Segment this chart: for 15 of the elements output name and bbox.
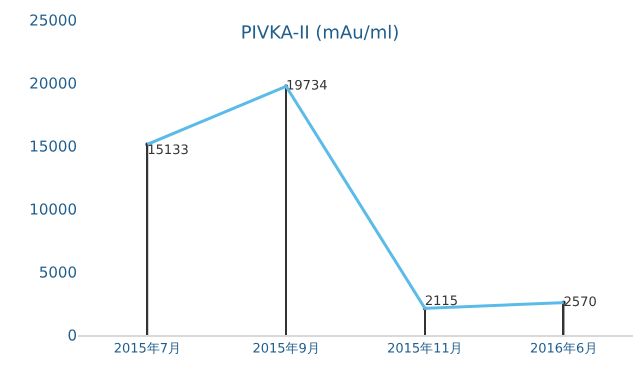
- x-tick-label: 2015年7月: [114, 341, 182, 356]
- y-tick-label: 20000: [29, 74, 77, 92]
- chart-title: PIVKA-II (mAu/ml): [240, 22, 400, 44]
- y-tick-label: 15000: [29, 137, 77, 156]
- x-tick-label: 2015年11月: [387, 341, 463, 356]
- y-tick-label: 5000: [38, 263, 77, 282]
- x-tick-label: 2015年9月: [252, 341, 320, 356]
- data-label: 2570: [564, 294, 597, 310]
- y-tick-label: 10000: [29, 200, 77, 218]
- y-tick-label: 0: [67, 326, 77, 344]
- y-tick-label: 25000: [29, 11, 77, 30]
- x-tick-label: 2016年6月: [530, 341, 598, 356]
- data-label: 19734: [286, 78, 328, 94]
- data-label: 15133: [147, 143, 189, 158]
- data-label: 2115: [424, 294, 458, 310]
